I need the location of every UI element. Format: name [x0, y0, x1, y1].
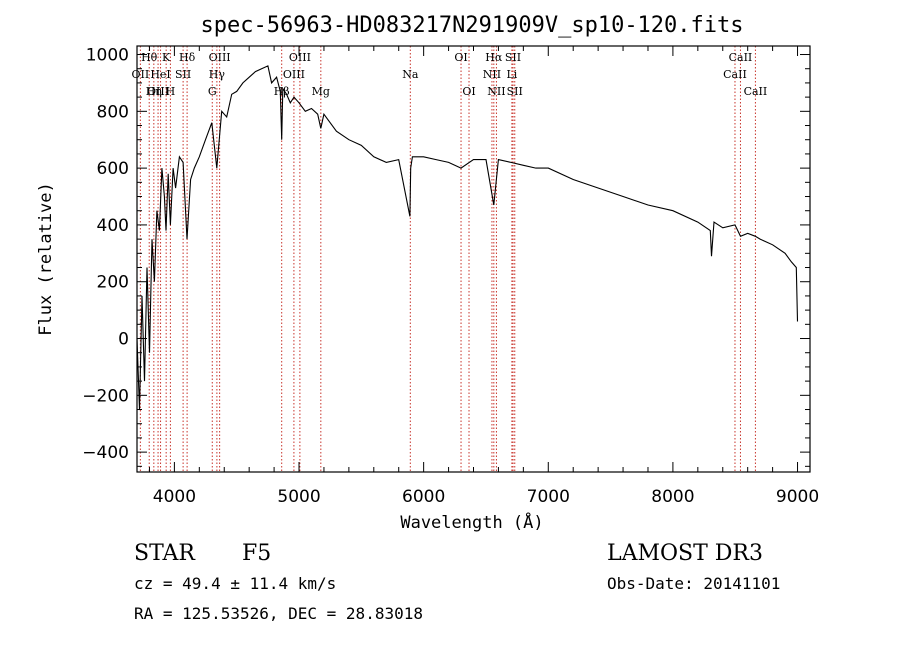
spectral-line-label: Hα	[485, 51, 503, 64]
spectral-line-label: SII	[175, 68, 191, 81]
spectral-line-markers	[139, 46, 756, 472]
spectral-line-label: K	[162, 51, 171, 64]
spectral-line-label: G	[208, 85, 217, 98]
spectral-line-label: OIII	[283, 68, 305, 81]
sky-coordinates: RA = 125.53526, DEC = 28.83018	[134, 604, 423, 623]
x-tick-label: 9000	[776, 487, 819, 507]
spectral-line-label: Na	[402, 68, 419, 81]
x-tick-label: 7000	[527, 487, 570, 507]
y-tick-label: 400	[97, 216, 129, 236]
spectrum-series-line	[136, 65, 799, 410]
spectral-line-label: OII	[132, 68, 150, 81]
x-tick-label: 5000	[277, 487, 320, 507]
spectral-line-label: Mg	[312, 85, 330, 98]
chart-title: spec-56963-HD083217N291909V_sp10-120.fit…	[200, 13, 743, 38]
y-tick-label: −400	[82, 443, 129, 463]
spectral-line-label: CaII	[744, 85, 768, 98]
x-axis-label: Wavelength (Å)	[400, 511, 543, 533]
x-tick-label: 8000	[651, 487, 694, 507]
object-subclass: F5	[242, 541, 271, 566]
observation-date: Obs-Date: 20141101	[607, 574, 780, 593]
spectral-line-label: OI	[454, 51, 467, 64]
y-tick-label: 200	[97, 273, 129, 293]
spectral-line-label: OI	[462, 85, 475, 98]
spectral-line-label: CaII	[723, 68, 747, 81]
spectral-line-label: SII	[505, 51, 521, 64]
spectral-line-label: Hθ	[141, 51, 158, 64]
object-class: STAR	[134, 541, 196, 566]
y-tick-label: 800	[97, 102, 129, 122]
redshift-velocity: cz = 49.4 ± 11.4 km/s	[134, 574, 336, 593]
spectral-line-label: NII	[487, 85, 505, 98]
spectral-line-label: CaII	[729, 51, 753, 64]
spectral-line-label: OIII	[147, 85, 169, 98]
spectral-line-label: NII	[483, 68, 501, 81]
y-axis-label: Flux (relative)	[36, 182, 56, 336]
spectral-line-label: Hβ	[274, 85, 290, 98]
y-tick-label: 1000	[86, 46, 129, 66]
spectral-line-label: Hη	[146, 85, 162, 98]
y-tick-label: −200	[82, 386, 129, 406]
spectral-line-label: H	[166, 85, 176, 98]
spectral-line-label: Li	[506, 68, 517, 81]
spectral-line-label: Hγ	[209, 68, 226, 81]
spectral-line-label: OIII	[209, 51, 231, 64]
y-tick-label: 0	[118, 330, 129, 350]
y-axis-ticks: −400 −200 0 200 400 600 800 1000	[82, 46, 810, 467]
plot-frame	[136, 45, 811, 473]
y-tick-label: 600	[97, 159, 129, 179]
x-tick-label: 6000	[402, 487, 445, 507]
x-tick-label: 4000	[153, 487, 196, 507]
survey-name: LAMOST DR3	[607, 541, 763, 566]
spectral-line-label: Hδ	[179, 51, 196, 64]
x-axis-ticks: 4000 5000 6000 7000 8000 9000	[148, 46, 819, 507]
spectral-line-label: OIII	[289, 51, 311, 64]
spectral-line-label: HeI	[150, 68, 170, 81]
spectral-line-label: SII	[507, 85, 523, 98]
